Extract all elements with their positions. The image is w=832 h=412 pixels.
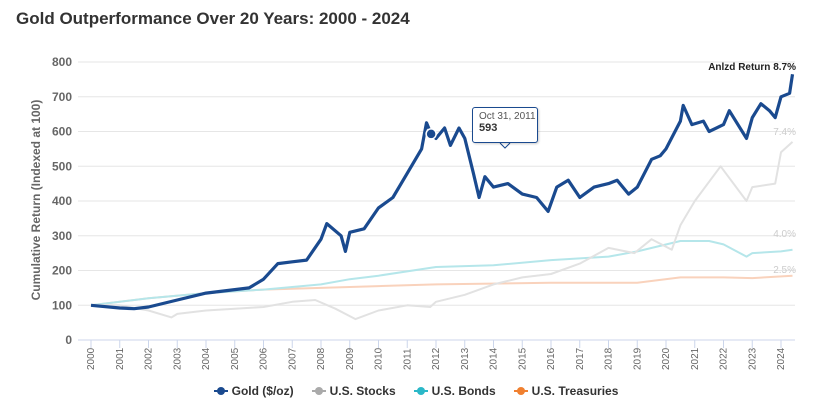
x-tick-label: 2020 — [661, 347, 672, 370]
y-tick-label: 700 — [52, 90, 72, 104]
chart-title: Gold Outperformance Over 20 Years: 2000 … — [16, 9, 410, 28]
tooltip: Oct 31, 2011 593 — [472, 107, 538, 143]
x-tick-label: 2004 — [201, 347, 212, 370]
series-annotation: 4.0% — [773, 229, 796, 240]
series-lines — [90, 73, 795, 321]
y-tick-label: 600 — [52, 125, 72, 139]
x-tick-label: 2015 — [517, 347, 528, 370]
tooltip-point — [425, 128, 437, 140]
x-tick-label: 2006 — [259, 347, 270, 370]
x-tick-label: 2003 — [172, 347, 183, 370]
series-line-u-s-bonds — [90, 240, 793, 307]
x-tick-label: 2010 — [374, 347, 385, 370]
y-tick-label: 0 — [65, 333, 72, 347]
series-annotation: 7.4% — [773, 127, 796, 138]
x-tick-label: 2000 — [86, 347, 97, 370]
x-tick-label: 2024 — [776, 347, 787, 370]
legend-label: U.S. Treasuries — [531, 384, 619, 398]
y-tick-label: 300 — [52, 229, 72, 243]
x-tick-label: 2017 — [575, 347, 586, 370]
x-tick-label: 2021 — [690, 347, 701, 370]
legend-item-gold[interactable]: Gold ($/oz) — [213, 384, 294, 398]
legend-label: U.S. Bonds — [431, 384, 496, 398]
series-annotation: Anlzd Return 8.7% — [708, 62, 796, 73]
x-axis-ticks: 2000 2001 2002 2003 2004 2005 2006 2007 2008 2009… — [86, 340, 787, 370]
legend-label: Gold ($/oz) — [231, 384, 294, 398]
x-tick-label: 2008 — [316, 347, 327, 370]
y-tick-label: 400 — [52, 194, 72, 208]
series-annotation: 2.5% — [773, 265, 796, 276]
legend-item-treasuries[interactable]: U.S. Treasuries — [513, 384, 619, 398]
x-tick-label: 2018 — [604, 347, 615, 370]
series-annotations: 2.5% 4.0% 7.4% Anlzd Return 8.7% — [708, 62, 796, 276]
x-tick-label: 2012 — [431, 347, 442, 370]
y-tick-label: 100 — [52, 298, 72, 312]
x-tick-label: 2019 — [632, 347, 643, 370]
y-tick-label: 500 — [52, 159, 72, 173]
tooltip-date: Oct 31, 2011 — [479, 111, 536, 122]
legend-marker — [213, 387, 228, 395]
x-tick-label: 2011 — [402, 348, 413, 370]
x-tick-label: 2014 — [489, 347, 500, 370]
y-axis-ticks: 0 100 200 300 400 500 600 700 800 — [52, 55, 72, 347]
x-tick-label: 2023 — [747, 347, 758, 370]
x-tick-label: 2007 — [287, 347, 298, 370]
series-line-gold-oz- — [90, 73, 795, 311]
x-tick-label: 2001 — [115, 347, 126, 370]
x-tick-label: 2022 — [719, 347, 730, 370]
y-tick-label: 800 — [52, 55, 72, 69]
tooltip-value: 593 — [479, 122, 498, 134]
legend-item-bonds[interactable]: U.S. Bonds — [413, 384, 496, 398]
x-tick-label: 2002 — [144, 347, 155, 370]
legend-marker — [513, 387, 528, 395]
x-tick-label: 2009 — [345, 347, 356, 370]
legend-label: U.S. Stocks — [329, 384, 396, 398]
x-tick-label: 2005 — [230, 347, 241, 370]
y-axis-label: Cumulative Return (Indexed at 100) — [29, 100, 43, 301]
legend-item-stocks[interactable]: U.S. Stocks — [311, 384, 396, 398]
legend-marker — [413, 387, 428, 395]
legend-marker — [311, 387, 326, 395]
tooltip-pointer — [499, 142, 511, 149]
x-tick-label: 2016 — [546, 347, 557, 370]
legend: Gold ($/oz) U.S. Stocks U.S. Bonds U.S. … — [0, 384, 832, 398]
y-tick-label: 200 — [52, 264, 72, 278]
x-tick-label: 2013 — [460, 347, 471, 370]
series-line-u-s-stocks — [91, 141, 794, 321]
